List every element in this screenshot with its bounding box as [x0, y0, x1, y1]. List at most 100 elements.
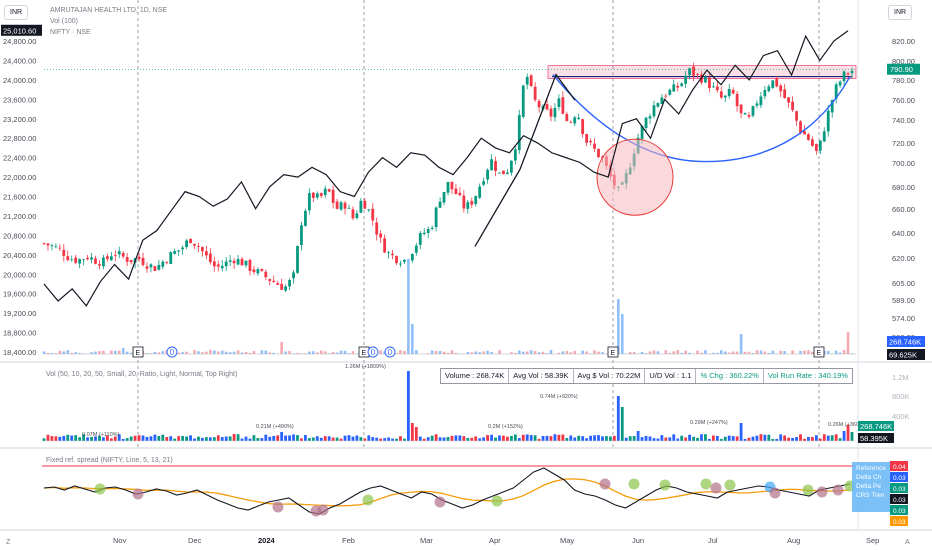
overlay-volume-bar [688, 352, 691, 354]
volume-bar [521, 434, 525, 441]
dividend-marker [384, 346, 396, 358]
rs-signal-dot [94, 483, 106, 495]
overlay-volume-bar [557, 352, 561, 354]
rs-signal-dot [710, 482, 722, 494]
volume-bar [803, 438, 806, 441]
left-axis-tick: 22,800.00 [3, 134, 36, 143]
volume-panel-title: Vol (50, 10, 20, 50, Small, 20, Ratio, L… [46, 371, 237, 378]
overlay-volume-bar [181, 352, 184, 354]
candle-body [204, 251, 208, 256]
overlay-volume-bar [486, 350, 489, 354]
overlay-volume-bar [676, 350, 680, 354]
overlay-volume-bar [716, 352, 719, 354]
left-axis-tick: 20,000.00 [3, 270, 36, 279]
overlay-volume-bar [731, 351, 735, 354]
candle-body [232, 260, 236, 264]
left-axis-tick: 21,600.00 [3, 193, 36, 202]
candle-body [569, 121, 573, 123]
volume-bar [719, 438, 723, 441]
candle-body [597, 148, 600, 158]
left-axis-tick: 23,600.00 [3, 95, 36, 104]
candle-body [395, 256, 398, 264]
right-axis-tick: 640.00 [892, 229, 915, 238]
overlay-volume-bar [684, 350, 687, 354]
left-axis: 24,800.00 24,400.00 24,000.00 23,600.00 23,2… [1, 24, 42, 357]
volume-bar [117, 434, 121, 441]
candle-body [739, 104, 743, 114]
overlay-volume-bar [533, 351, 537, 354]
stat-ud-vol: U/D Vol : 1.1 [645, 369, 697, 383]
rs-legend: Reference Delta Ch Delta Pe CRS Tren 0.04 0.0… [852, 461, 908, 526]
volume-bar [98, 435, 101, 441]
candle-body [775, 78, 779, 87]
volume-bar [664, 437, 668, 441]
volume-bar [46, 434, 50, 441]
candle-body [688, 68, 692, 75]
candle-body [339, 202, 343, 210]
stat-volume: Volume : 268.74K [441, 369, 510, 383]
candle-body [86, 257, 89, 260]
overlay-volume-bar [763, 351, 767, 354]
candle-body [323, 188, 327, 195]
timezone-icon[interactable]: Z [6, 539, 11, 546]
overlay-volume-bar [205, 351, 208, 354]
volume-bar [141, 435, 145, 441]
candle-body [90, 257, 93, 260]
candle-body [105, 256, 109, 260]
volume-bar [577, 435, 581, 441]
rs-dots [94, 478, 856, 517]
overlay-volume-bar [209, 350, 212, 354]
candle-body [513, 149, 517, 161]
candle-body [102, 257, 105, 267]
volume-bar [343, 435, 347, 441]
overlay-volume-bar [446, 352, 450, 354]
candle-body [593, 143, 596, 149]
overlay-volume-bar [304, 353, 307, 354]
candle-body [414, 245, 418, 253]
candle-body [711, 86, 715, 88]
volume-bar [474, 436, 478, 441]
overlay-volume-bar [811, 351, 814, 354]
candle-body [141, 257, 145, 266]
candle-body [708, 77, 711, 89]
overlay-volume-bar [585, 351, 588, 354]
overlay-volume-bar [415, 350, 418, 354]
volume-bar [605, 436, 608, 441]
candle-body [660, 97, 664, 104]
left-currency-button[interactable]: INR [4, 5, 29, 20]
candle-body [137, 256, 141, 260]
right-currency-button[interactable]: INR [888, 5, 913, 20]
volume-bar [486, 435, 490, 441]
candle-body [109, 256, 113, 261]
candle-body [260, 268, 264, 271]
earnings-marker-label: E [817, 350, 822, 357]
overlay-volume-bar [747, 351, 751, 354]
volume-bar [145, 436, 149, 441]
volume-axis-tick: 800K [892, 392, 910, 401]
left-axis-tick: 24,400.00 [3, 56, 36, 65]
volume-bar [129, 436, 133, 441]
volume-bar [307, 438, 311, 441]
candle-body [403, 259, 406, 262]
volume-bar [327, 436, 331, 441]
candle-body [418, 233, 422, 245]
volume-bar [102, 437, 105, 441]
candle-body [533, 86, 537, 100]
volume-bar [660, 435, 664, 441]
overlay-volume-bar [668, 352, 672, 354]
overlay-volume-bar [648, 351, 652, 354]
candle-body [826, 110, 830, 132]
volume-bar [454, 435, 458, 441]
candle-body [335, 201, 339, 209]
volume-bar [632, 436, 636, 441]
left-axis-tick: 23,200.00 [3, 115, 36, 124]
candle-body [838, 81, 842, 86]
overlay-volume-bar [514, 352, 517, 354]
candle-body [208, 253, 212, 263]
rs-signal-dot [724, 479, 736, 491]
volume-bar [676, 438, 680, 441]
volume-bar [593, 435, 596, 441]
overlay-volume-bar [450, 350, 454, 354]
auto-scale-button[interactable]: A [905, 539, 910, 546]
